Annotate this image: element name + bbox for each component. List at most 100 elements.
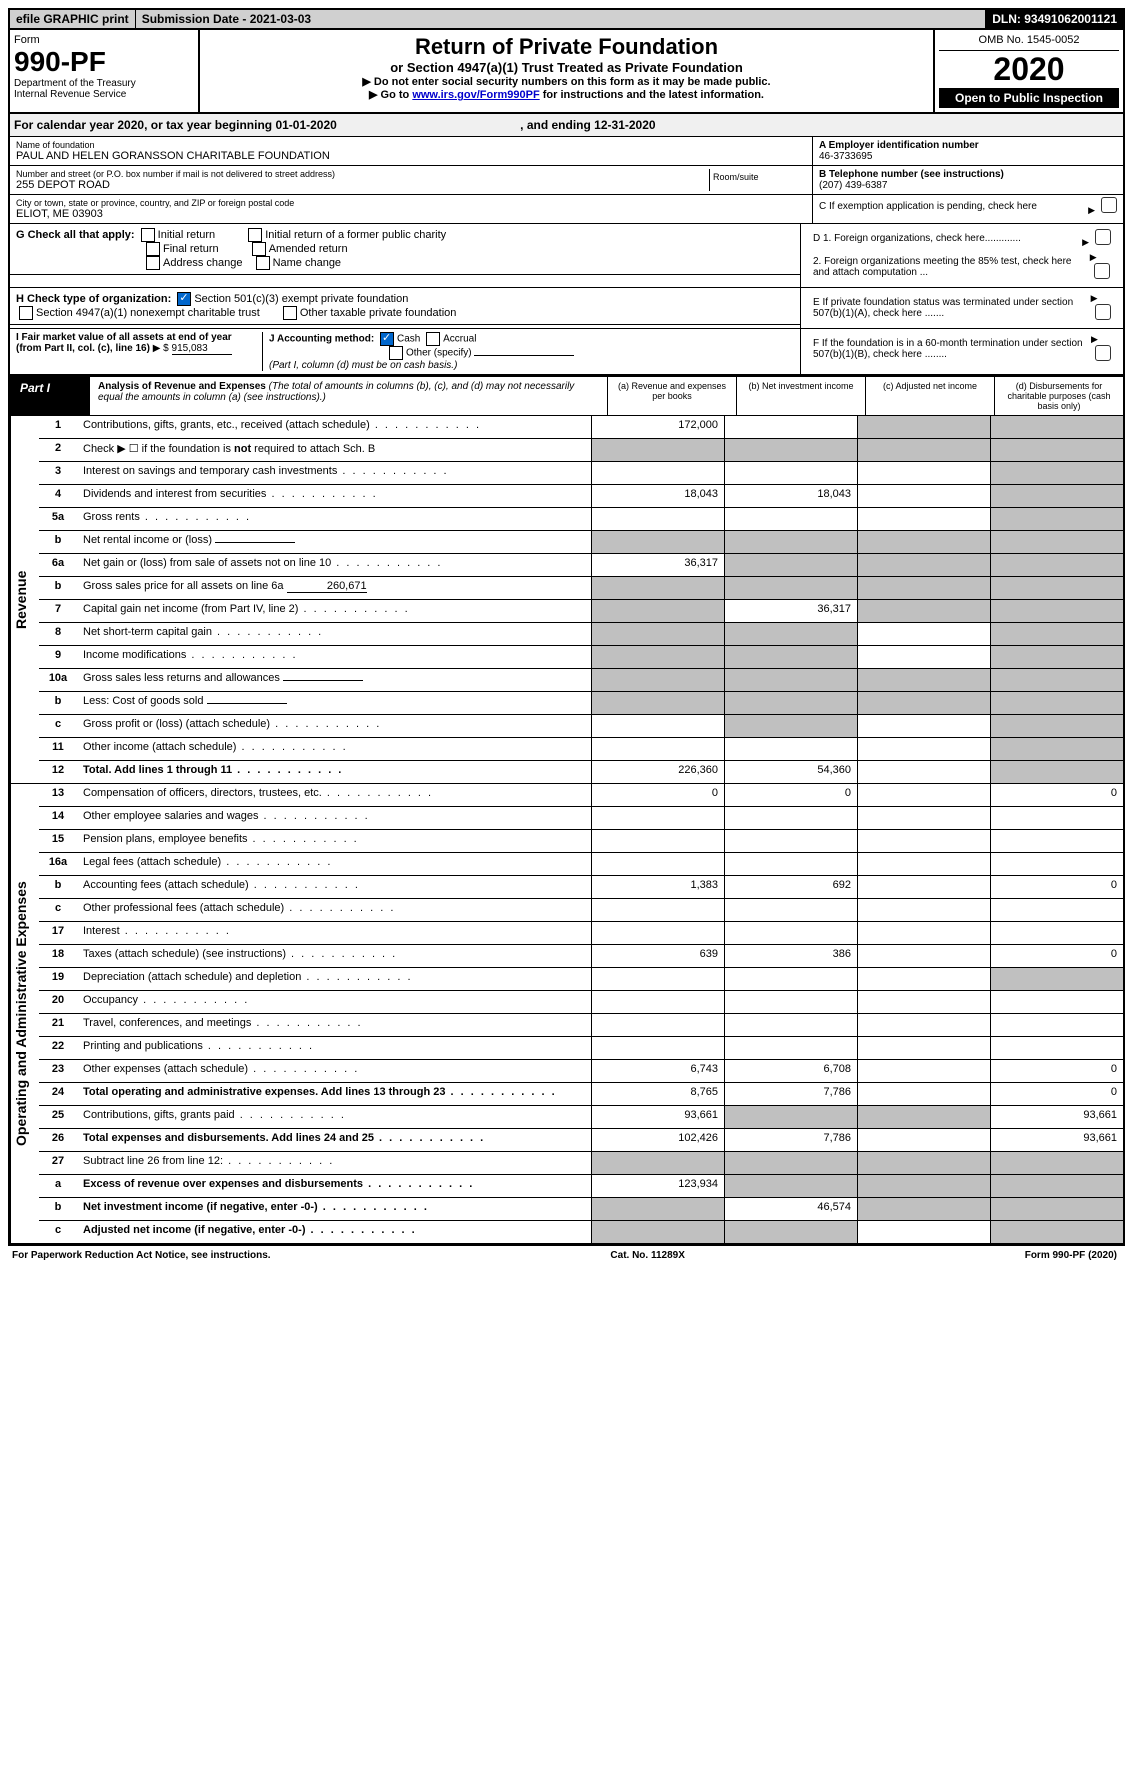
data-cell	[591, 738, 724, 760]
page-footer: For Paperwork Reduction Act Notice, see …	[8, 1246, 1121, 1265]
table-row: 27Subtract line 26 from line 12:	[39, 1152, 1123, 1175]
open-public-badge: Open to Public Inspection	[939, 88, 1119, 108]
cb-final[interactable]	[146, 242, 160, 256]
data-cell	[990, 577, 1123, 599]
data-cell	[724, 577, 857, 599]
line-description: Other professional fees (attach schedule…	[77, 899, 591, 921]
data-cell	[591, 853, 724, 875]
data-cell: 8,765	[591, 1083, 724, 1105]
data-cell	[724, 416, 857, 438]
table-row: 16aLegal fees (attach schedule)	[39, 853, 1123, 876]
table-row: bLess: Cost of goods sold	[39, 692, 1123, 715]
data-cell: 93,661	[990, 1129, 1123, 1151]
foundation-name: PAUL AND HELEN GORANSSON CHARITABLE FOUN…	[16, 150, 806, 162]
table-row: 10aGross sales less returns and allowanc…	[39, 669, 1123, 692]
table-row: 21Travel, conferences, and meetings	[39, 1014, 1123, 1037]
cb-4947[interactable]	[19, 306, 33, 320]
line-description: Travel, conferences, and meetings	[77, 1014, 591, 1036]
irs-link[interactable]: www.irs.gov/Form990PF	[412, 89, 539, 101]
data-cell: 0	[990, 1060, 1123, 1082]
d2-checkbox[interactable]	[1094, 263, 1110, 279]
revenue-label: Revenue	[10, 416, 39, 783]
data-cell	[724, 1106, 857, 1128]
cb-accrual[interactable]	[426, 332, 440, 346]
data-cell	[857, 1083, 990, 1105]
efile-button[interactable]: efile GRAPHIC print	[10, 10, 136, 28]
col-c-header: (c) Adjusted net income	[865, 377, 994, 415]
c-exemption-label: C If exemption application is pending, c…	[819, 201, 1037, 212]
data-cell	[990, 807, 1123, 829]
form-title: Return of Private Foundation	[204, 34, 929, 60]
data-cell	[724, 669, 857, 691]
line-description: Net rental income or (loss)	[77, 531, 591, 553]
cb-addr-change[interactable]	[146, 256, 160, 270]
data-cell	[591, 968, 724, 990]
cb-other-taxable[interactable]	[283, 306, 297, 320]
year-block: OMB No. 1545-0052 2020 Open to Public In…	[935, 30, 1123, 112]
data-cell	[857, 531, 990, 553]
data-cell	[724, 807, 857, 829]
part1-label: Part I	[10, 377, 90, 415]
e-checkbox[interactable]	[1095, 304, 1111, 320]
h-label: H Check type of organization:	[16, 293, 171, 305]
data-cell	[724, 968, 857, 990]
cb-initial[interactable]	[141, 228, 155, 242]
irs-label: Internal Revenue Service	[14, 89, 194, 100]
line-description: Gross sales price for all assets on line…	[77, 577, 591, 599]
tax-year: 2020	[939, 51, 1119, 88]
data-cell: 6,708	[724, 1060, 857, 1082]
c-checkbox[interactable]	[1101, 197, 1117, 213]
line-description: Depreciation (attach schedule) and deple…	[77, 968, 591, 990]
data-cell	[724, 899, 857, 921]
data-cell	[857, 945, 990, 967]
line-number: 22	[39, 1037, 77, 1059]
data-cell	[591, 623, 724, 645]
table-row: 19Depreciation (attach schedule) and dep…	[39, 968, 1123, 991]
data-cell	[990, 968, 1123, 990]
line-description: Gross rents	[77, 508, 591, 530]
data-cell	[591, 508, 724, 530]
telephone-label: B Telephone number (see instructions)	[819, 169, 1117, 180]
h-check-section: H Check type of organization: Section 50…	[10, 288, 1123, 329]
f-checkbox[interactable]	[1095, 345, 1111, 361]
cb-other-method[interactable]	[389, 346, 403, 360]
data-cell	[724, 1175, 857, 1197]
submission-date: Submission Date - 2021-03-03	[136, 10, 987, 28]
form-id-block: Form 990-PF Department of the Treasury I…	[10, 30, 200, 112]
table-row: bGross sales price for all assets on lin…	[39, 577, 1123, 600]
table-row: cGross profit or (loss) (attach schedule…	[39, 715, 1123, 738]
line-number: c	[39, 715, 77, 737]
data-cell	[990, 853, 1123, 875]
cb-initial-former[interactable]	[248, 228, 262, 242]
data-cell	[724, 1152, 857, 1174]
line-number: 11	[39, 738, 77, 760]
data-cell	[724, 853, 857, 875]
data-cell	[857, 485, 990, 507]
line-number: 3	[39, 462, 77, 484]
line-description: Less: Cost of goods sold	[77, 692, 591, 714]
data-cell	[857, 416, 990, 438]
data-cell	[990, 1198, 1123, 1220]
instruction-link: ▶ Go to www.irs.gov/Form990PF for instru…	[204, 88, 929, 101]
line-number: 8	[39, 623, 77, 645]
line-description: Total operating and administrative expen…	[77, 1083, 591, 1105]
table-row: 15Pension plans, employee benefits	[39, 830, 1123, 853]
line-description: Dividends and interest from securities	[77, 485, 591, 507]
cb-amended[interactable]	[252, 242, 266, 256]
data-cell	[591, 462, 724, 484]
cb-501c3[interactable]	[177, 292, 191, 306]
d1-checkbox[interactable]	[1095, 229, 1111, 245]
data-cell	[591, 991, 724, 1013]
table-row: 22Printing and publications	[39, 1037, 1123, 1060]
table-row: aExcess of revenue over expenses and dis…	[39, 1175, 1123, 1198]
data-cell	[990, 991, 1123, 1013]
cb-name-change[interactable]	[256, 256, 270, 270]
cb-cash[interactable]	[380, 332, 394, 346]
expenses-section: Operating and Administrative Expenses 13…	[10, 784, 1123, 1244]
data-cell	[857, 853, 990, 875]
table-row: 9Income modifications	[39, 646, 1123, 669]
line-number: c	[39, 1221, 77, 1243]
table-row: 13Compensation of officers, directors, t…	[39, 784, 1123, 807]
line-description: Subtract line 26 from line 12:	[77, 1152, 591, 1174]
data-cell	[591, 1037, 724, 1059]
